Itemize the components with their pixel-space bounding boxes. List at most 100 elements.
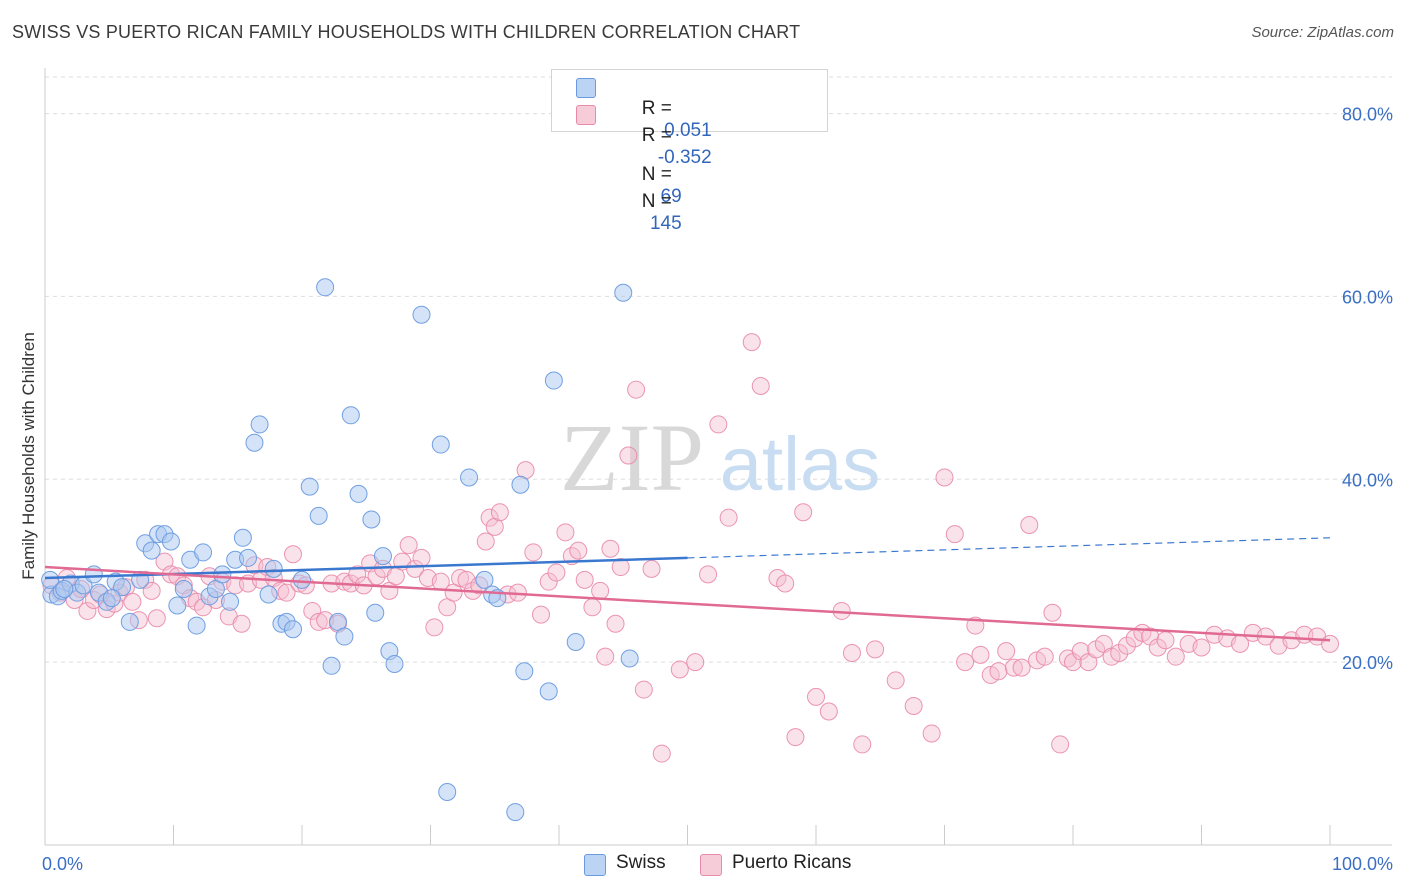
point-swiss-60	[515, 662, 534, 681]
point-pr-93	[670, 660, 689, 679]
point-swiss-55	[475, 570, 494, 589]
point-pr-113	[935, 468, 954, 487]
point-pr-108	[853, 735, 872, 754]
legend-swiss-n-value: 69	[660, 186, 682, 207]
point-pr-82	[583, 598, 602, 617]
point-pr-98	[742, 333, 761, 352]
y-tick-label-0: 20.0%	[1342, 653, 1393, 673]
point-pr-37	[284, 545, 303, 564]
point-swiss-31	[250, 415, 269, 434]
point-pr-89	[627, 380, 646, 399]
point-swiss-52	[431, 435, 450, 454]
point-swiss-38	[300, 477, 319, 496]
point-pr-120	[997, 642, 1016, 661]
legend-pr-n-label: N =	[641, 191, 672, 212]
point-pr-56	[406, 559, 425, 578]
point-swiss-32	[259, 585, 278, 604]
point-swiss-21	[187, 616, 206, 635]
y-axis-label: Family Households with Children	[19, 332, 38, 580]
point-pr-123	[1020, 516, 1039, 534]
point-pr-91	[642, 559, 661, 578]
point-pr-87	[611, 558, 630, 577]
point-swiss-25	[213, 565, 232, 584]
point-pr-5	[78, 601, 97, 620]
legend-bottom-swatch-swiss	[584, 854, 606, 876]
point-pr-68	[480, 508, 499, 527]
x-tick-label-1: 100.0%	[1332, 854, 1393, 874]
point-pr-94	[686, 653, 705, 672]
legend-swatch-swiss	[576, 78, 596, 98]
point-pr-86	[606, 614, 625, 633]
legend-swatch-pr	[576, 105, 596, 125]
point-swiss-65	[620, 649, 639, 668]
point-pr-70	[490, 503, 509, 522]
point-swiss-48	[373, 547, 392, 566]
chart-title: SWISS VS PUERTO RICAN FAMILY HOUSEHOLDS …	[12, 22, 801, 42]
point-swiss-19	[174, 580, 193, 598]
legend-label-pr: Puerto Ricans	[732, 852, 852, 873]
axis-labels: 20.0% 40.0% 60.0% 80.0% 0.0% 100.0% Family Hou…	[19, 105, 1393, 874]
point-pr-142	[1166, 647, 1185, 666]
point-pr-92	[652, 744, 671, 763]
point-pr-107	[842, 644, 861, 662]
point-swiss-41	[322, 656, 341, 675]
legend-pr-r-label: R =	[641, 125, 672, 146]
point-swiss-66	[41, 570, 60, 589]
point-pr-47	[348, 565, 367, 584]
point-pr-77	[547, 563, 566, 582]
point-swiss-67	[55, 580, 74, 598]
watermark: ZIP atlas	[560, 404, 880, 511]
point-pr-135	[1110, 644, 1129, 662]
point-swiss-44	[341, 406, 360, 425]
point-pr-36	[277, 583, 296, 602]
point-pr-81	[575, 570, 594, 589]
point-swiss-11	[120, 612, 139, 631]
legend-swiss-r-value: 0.051	[664, 120, 712, 141]
watermark-atlas: atlas	[720, 422, 881, 507]
point-pr-75	[532, 605, 551, 624]
point-swiss-30	[245, 433, 264, 452]
point-pr-104	[807, 687, 825, 706]
point-pr-112	[922, 724, 941, 743]
point-swiss-50	[385, 654, 404, 673]
point-swiss-28	[233, 528, 252, 547]
point-swiss-62	[544, 371, 563, 390]
point-pr-76	[539, 572, 558, 591]
point-pr-63	[451, 569, 470, 588]
point-swiss-54	[460, 468, 479, 487]
point-swiss-39	[309, 506, 328, 525]
point-pr-69	[485, 517, 504, 536]
legend-swiss-r-label: R =	[641, 98, 672, 119]
point-pr-41	[309, 612, 328, 631]
point-pr-144	[1192, 638, 1211, 657]
point-pr-78	[556, 523, 575, 542]
point-pr-96	[709, 415, 728, 434]
point-swiss-53	[438, 782, 457, 801]
point-pr-29	[232, 614, 251, 633]
trend-swiss-solid	[44, 556, 688, 580]
point-swiss-68	[102, 589, 121, 608]
point-swiss-26	[221, 592, 240, 611]
point-pr-114	[945, 525, 964, 544]
point-pr-102	[786, 728, 805, 747]
point-pr-126	[1043, 603, 1062, 622]
y-tick-label-1: 40.0%	[1342, 470, 1393, 490]
point-pr-140	[1148, 638, 1167, 657]
watermark-zip: ZIP	[560, 404, 704, 511]
point-swiss-22	[194, 543, 213, 562]
point-pr-125	[1035, 647, 1054, 666]
point-pr-127	[1051, 735, 1070, 754]
point-swiss-58	[506, 803, 525, 822]
series-puerto-ricans-points	[42, 333, 1339, 763]
point-swiss-36	[284, 620, 303, 639]
point-swiss-63	[566, 633, 585, 652]
point-pr-55	[399, 536, 418, 555]
point-pr-136	[1117, 636, 1136, 655]
point-pr-74	[524, 543, 543, 562]
point-pr-110	[886, 671, 905, 690]
legend-pr-r-value: -0.352	[657, 147, 712, 168]
correlation-legend: R = 0.051 N = 69 R = -0.352 N = 145	[551, 69, 828, 234]
point-pr-83	[591, 581, 610, 600]
point-swiss-64	[614, 283, 633, 302]
trend-swiss-dashed	[687, 537, 1331, 559]
